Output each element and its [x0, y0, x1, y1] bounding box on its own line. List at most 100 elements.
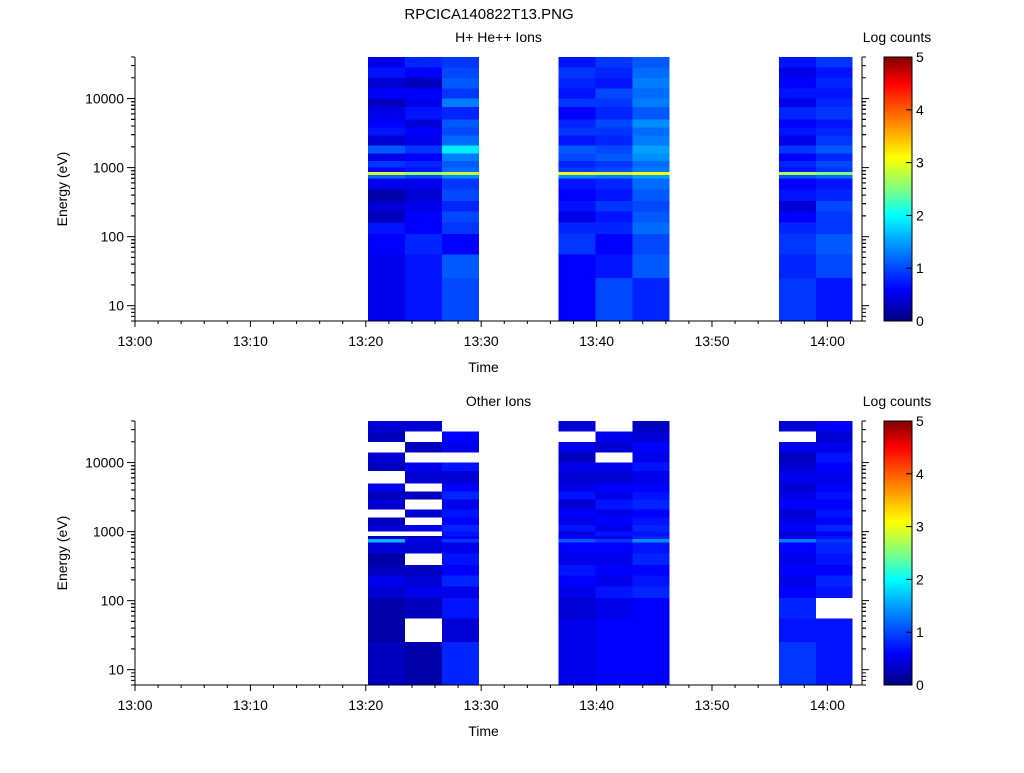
heatmap-cell: [442, 189, 479, 201]
heatmap-cell: [778, 153, 816, 161]
heatmap-cell: [778, 175, 816, 179]
heatmap-cell: [405, 77, 442, 89]
heatmap-cell: [632, 119, 670, 128]
heatmap-cell: [632, 471, 670, 484]
heatmap-cell: [368, 57, 405, 68]
heatmap-cell: [595, 189, 633, 201]
heatmap-cell: [405, 107, 442, 120]
heatmap-cell: [778, 542, 816, 554]
heatmap-cell: [442, 553, 479, 565]
heatmap-cell: [558, 517, 596, 525]
heatmap-cell: [368, 524, 405, 532]
heatmap-cell: [815, 553, 853, 565]
colorbar-tick-label: 4: [916, 466, 924, 482]
heatmap-cell: [595, 127, 633, 136]
heatmap-cell: [778, 491, 816, 500]
heatmap-cell: [815, 254, 853, 279]
heatmap-cell: [442, 145, 479, 154]
colorbar-tick-label: 3: [916, 519, 924, 535]
heatmap-cell: [815, 171, 853, 176]
heatmap-cell: [368, 189, 405, 201]
heatmap-cell: [368, 483, 405, 492]
heatmap-cell: [595, 135, 633, 146]
heatmap-cell: [595, 200, 633, 212]
heatmap-cell: [815, 421, 853, 432]
heatmap-cell: [632, 98, 670, 108]
heatmap-cell: [815, 535, 853, 540]
heatmap-cell: [815, 575, 853, 587]
heatmap-cell: [558, 233, 596, 255]
heatmap-cell: [778, 171, 816, 176]
heatmap-cell: [595, 222, 633, 234]
heatmap-cell: [778, 178, 816, 190]
x-tick-label: 14:00: [810, 333, 845, 349]
heatmap-cell: [815, 88, 853, 99]
heatmap-cell: [815, 153, 853, 161]
heatmap-cell: [632, 517, 670, 525]
heatmap-cell: [815, 509, 853, 518]
heatmap-cell: [558, 211, 596, 223]
heatmap-cell: [368, 642, 405, 685]
heatmap-cell: [405, 127, 442, 136]
heatmap-cell: [405, 586, 442, 598]
heatmap-cell: [442, 278, 479, 321]
colorbar: 0 1 2 3 4 5 Log counts: [863, 29, 932, 329]
heatmap-cell: [815, 189, 853, 201]
heatmap-cell: [368, 98, 405, 108]
heatmap-cell: [815, 517, 853, 525]
heatmap-cell: [778, 254, 816, 279]
heatmap-cell: [778, 618, 816, 643]
heatmap-cell: [595, 618, 633, 643]
heatmap-cell: [595, 254, 633, 279]
heatmap-cell: [778, 145, 816, 154]
heatmap-cell: [595, 145, 633, 154]
heatmap-cell: [595, 441, 633, 453]
heatmap-cell: [778, 462, 816, 472]
x-tick-label: 13:10: [233, 333, 268, 349]
heatmap-cell: [778, 597, 816, 619]
heatmap-cell: [442, 167, 479, 172]
heatmap-cell: [778, 278, 816, 321]
heatmap-cell: [558, 145, 596, 154]
heatmap-cell: [632, 452, 670, 463]
heatmap-cell: [778, 509, 816, 518]
heatmap-cell: [442, 642, 479, 685]
heatmap-cell: [815, 499, 853, 510]
heatmap-cell: [442, 597, 479, 619]
heatmap-cell: [368, 421, 405, 432]
heatmap-cell: [558, 135, 596, 146]
heatmap-cell: [558, 178, 596, 190]
heatmap-cell: [405, 153, 442, 161]
heatmap-cell: [368, 119, 405, 128]
heatmap-cell: [442, 471, 479, 484]
heatmap-cell: [405, 57, 442, 68]
heatmap-cell: [405, 233, 442, 255]
heatmap-cell: [595, 586, 633, 598]
heatmap-cell: [558, 189, 596, 201]
heatmap-cell: [595, 153, 633, 161]
colorbar-tick-label: 2: [916, 207, 924, 223]
heatmap-cell: [442, 564, 479, 576]
heatmap-cell: [558, 597, 596, 619]
heatmap-cell: [442, 119, 479, 128]
heatmap-cell: [595, 88, 633, 99]
heatmap-cell: [442, 491, 479, 500]
heatmap-cell: [595, 107, 633, 120]
heatmap-cell: [405, 462, 442, 472]
heatmap-cell: [558, 531, 596, 536]
heatmap-cell: [632, 539, 670, 543]
heatmap-cell: [632, 535, 670, 540]
heatmap-cell: [558, 535, 596, 540]
heatmap-cell: [368, 88, 405, 99]
colorbar-tick-label: 0: [916, 313, 924, 329]
heatmap-cell: [558, 67, 596, 78]
heatmap-cell: [442, 211, 479, 223]
heatmap-cell: [815, 531, 853, 536]
heatmap-cell: [368, 278, 405, 321]
heatmap-cell: [632, 107, 670, 120]
heatmap-cell: [632, 77, 670, 89]
heatmap-cell: [632, 178, 670, 190]
heatmap-cell: [405, 119, 442, 128]
